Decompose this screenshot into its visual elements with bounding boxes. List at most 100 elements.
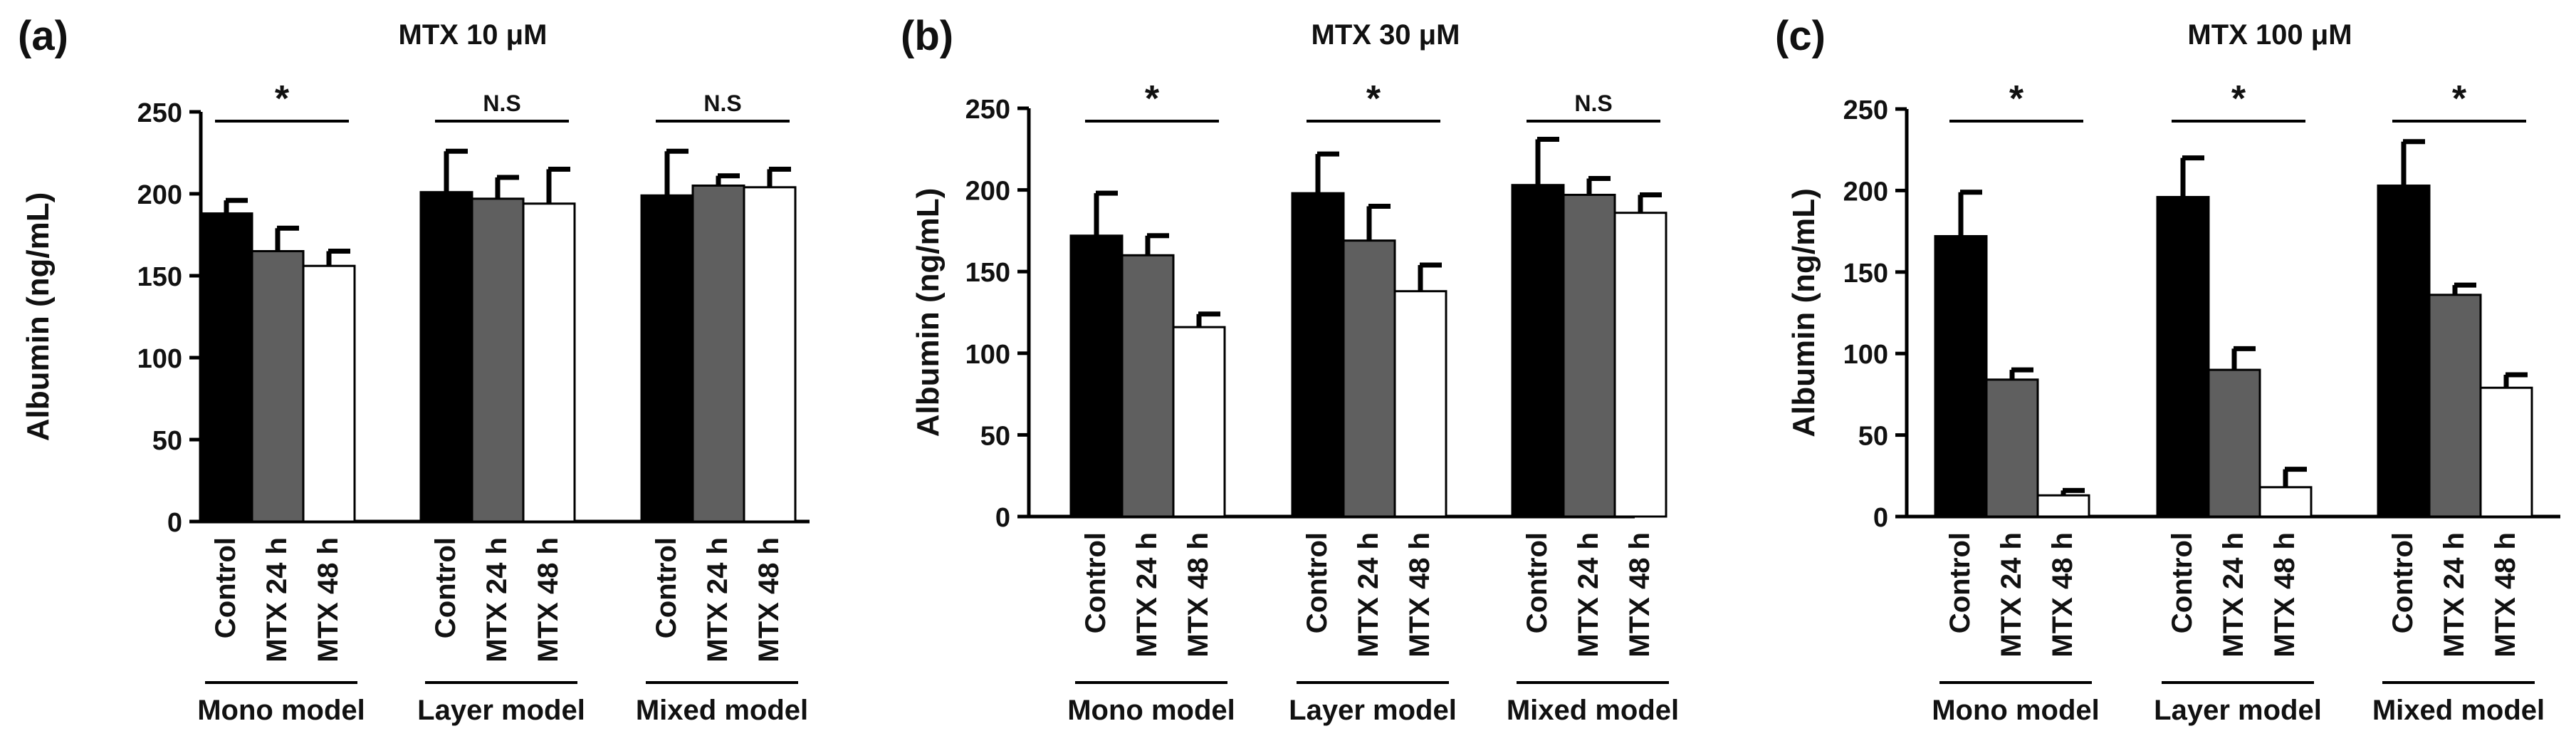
panel-b: (b) MTX 30 μM Albumin (ng/mL) 0 50 100 150 200 2… xyxy=(901,13,1679,726)
bar xyxy=(251,250,305,523)
y-tick-label: 150 xyxy=(137,262,182,292)
category-label: MTX 48 h xyxy=(533,537,564,663)
category-label: Control xyxy=(210,537,241,638)
significance-marker: * xyxy=(2452,78,2467,120)
category-label: MTX 48 h xyxy=(1183,532,1214,658)
bar xyxy=(1069,234,1124,518)
bar xyxy=(419,191,473,523)
significance-marker: * xyxy=(275,78,290,120)
category-label: MTX 24 h xyxy=(1996,532,2027,658)
y-tick-label: 100 xyxy=(137,344,182,374)
category-label: Control xyxy=(1302,532,1333,633)
significance-marker: * xyxy=(2009,78,2024,120)
y-tick-label: 250 xyxy=(1843,95,1888,125)
bar xyxy=(1291,192,1345,518)
category-label: MTX 24 h xyxy=(702,537,733,663)
category-label: Control xyxy=(430,537,461,638)
y-tick-label: 0 xyxy=(995,503,1010,533)
bar xyxy=(1342,239,1396,518)
category-label: Control xyxy=(1944,532,1976,633)
y-tick-label: 0 xyxy=(167,508,182,538)
bar xyxy=(1172,326,1226,518)
bar xyxy=(1562,193,1616,518)
category-label: MTX 48 h xyxy=(2490,532,2521,658)
bar xyxy=(691,185,745,523)
chart-title: MTX 30 μM xyxy=(1311,19,1460,51)
category-label: MTX 48 h xyxy=(2269,532,2300,658)
bar xyxy=(2156,196,2210,518)
y-tick-label: 100 xyxy=(965,340,1010,370)
significance-marker: * xyxy=(1366,78,1381,120)
y-axis-label: Albumin (ng/mL) xyxy=(1786,188,1821,437)
significance-marker: * xyxy=(1145,78,1160,120)
group-label: Mono model xyxy=(1067,695,1235,726)
bar xyxy=(1934,234,1988,518)
bar xyxy=(302,264,356,523)
bar xyxy=(1613,212,1667,518)
panel-a: (a) MTX 10 μM Albumin (ng/mL) 0 50 100 150 200 2… xyxy=(18,13,810,726)
category-label: MTX 24 h xyxy=(2218,532,2249,658)
panel-label: (a) xyxy=(18,13,68,59)
bar xyxy=(2428,294,2482,518)
chart-title: MTX 100 μM xyxy=(2187,19,2352,51)
group-label: Layer model xyxy=(417,695,585,726)
category-label: Control xyxy=(1522,532,1553,633)
y-tick-label: 250 xyxy=(137,98,182,128)
y-tick-label: 50 xyxy=(152,426,182,456)
y-tick-label: 150 xyxy=(1843,259,1888,289)
bar xyxy=(743,186,797,523)
bar xyxy=(1393,290,1447,518)
y-tick-label: 100 xyxy=(1843,340,1888,370)
y-tick-label: 150 xyxy=(965,258,1010,288)
y-tick-label: 200 xyxy=(137,180,182,210)
category-label: Control xyxy=(1080,532,1111,633)
significance-marker: N.S xyxy=(703,90,741,116)
y-tick-label: 50 xyxy=(1858,422,1888,452)
category-label: MTX 48 h xyxy=(753,537,785,663)
chart-title: MTX 10 μM xyxy=(399,19,548,51)
y-tick-label: 50 xyxy=(980,421,1010,451)
significance-marker: N.S xyxy=(1574,90,1612,116)
y-tick-label: 200 xyxy=(965,177,1010,207)
category-label: MTX 24 h xyxy=(1573,532,1604,658)
category-label: MTX 24 h xyxy=(1353,532,1384,658)
panel-c: (c) MTX 100 μM Albumin (ng/mL) 0 50 100 150 200… xyxy=(1775,13,2560,726)
bar xyxy=(199,212,253,523)
category-label: MTX 24 h xyxy=(481,537,513,663)
y-tick-label: 0 xyxy=(1873,503,1888,533)
category-label: Control xyxy=(651,537,682,638)
category-label: Control xyxy=(2167,532,2198,633)
bar xyxy=(1985,378,2039,518)
category-label: Control xyxy=(2387,532,2419,633)
category-label: MTX 48 h xyxy=(1404,532,1435,658)
panel-label: (b) xyxy=(901,13,953,59)
bar xyxy=(471,197,525,523)
category-label: MTX 48 h xyxy=(313,537,344,663)
bar xyxy=(522,202,576,523)
group-label: Mixed model xyxy=(2372,695,2545,726)
category-label: MTX 24 h xyxy=(2439,532,2470,658)
category-label: MTX 24 h xyxy=(261,537,293,663)
category-label: MTX 48 h xyxy=(2047,532,2078,658)
y-tick-label: 200 xyxy=(1843,177,1888,207)
bar xyxy=(1121,254,1175,518)
y-axis-label: Albumin (ng/mL) xyxy=(911,188,946,437)
panel-label: (c) xyxy=(1775,13,1826,59)
group-label: Layer model xyxy=(1289,695,1457,726)
group-label: Mixed model xyxy=(1507,695,1679,726)
bar xyxy=(1511,184,1565,518)
bar xyxy=(640,194,694,523)
category-label: MTX 24 h xyxy=(1131,532,1163,658)
group-label: Layer model xyxy=(2154,695,2322,726)
significance-marker: * xyxy=(2231,78,2246,120)
significance-marker: N.S xyxy=(483,90,520,116)
group-label: Mixed model xyxy=(636,695,808,726)
group-label: Mono model xyxy=(1932,695,2100,726)
bar xyxy=(2377,185,2431,518)
bar xyxy=(2479,386,2533,518)
bar xyxy=(2258,486,2313,518)
y-axis-label: Albumin (ng/mL) xyxy=(21,192,56,442)
y-tick-label: 250 xyxy=(965,95,1010,125)
category-label: MTX 48 h xyxy=(1624,532,1655,658)
